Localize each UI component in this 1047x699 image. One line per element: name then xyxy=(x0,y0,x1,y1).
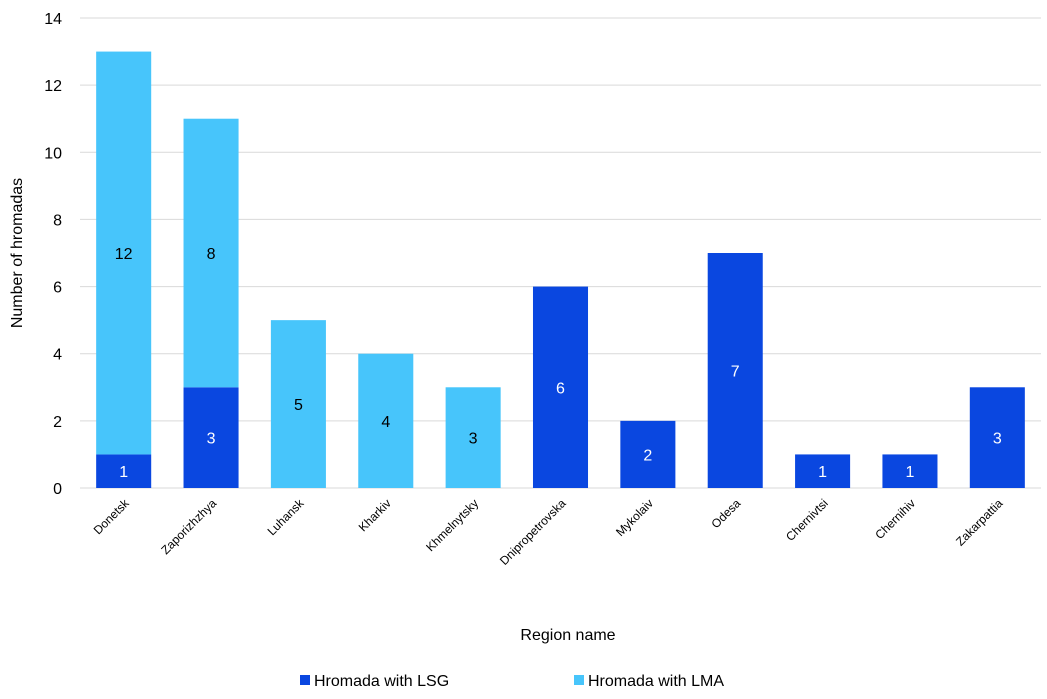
x-tick-label: Chernihiv xyxy=(872,496,918,542)
x-axis-title: Region name xyxy=(520,627,615,644)
data-label: 3 xyxy=(207,431,216,448)
bar-segment xyxy=(445,387,501,488)
data-label: 1 xyxy=(119,464,128,481)
legend-label: Hromada with LMA xyxy=(588,673,724,690)
data-label: 8 xyxy=(207,246,216,263)
data-label: 5 xyxy=(294,397,303,414)
bar-segment xyxy=(532,286,589,488)
x-tick-label: Odesa xyxy=(708,496,743,531)
y-axis-title: Number of hromadas xyxy=(9,178,26,328)
bar-segment xyxy=(183,387,239,488)
legend: Hromada with LSG Hromada with LMA xyxy=(300,673,724,690)
bar-segment xyxy=(270,320,326,488)
x-tick-label: Donetsk xyxy=(91,496,133,538)
x-tick-label: Chernivtsi xyxy=(783,496,831,544)
data-label: 6 xyxy=(556,380,565,397)
bar-segment xyxy=(358,353,414,488)
bar-segment xyxy=(795,454,851,488)
x-tick-label: Khmelnytsky xyxy=(423,496,481,554)
bar-segment xyxy=(620,420,676,488)
y-tick-label: 0 xyxy=(53,481,62,498)
legend-item: Hromada with LMA xyxy=(574,673,724,690)
data-label: 2 xyxy=(643,447,652,464)
x-axis-ticks: Donetsk Zaporizhzhya Luhansk Kharkiv Khmelny… xyxy=(91,496,1006,568)
legend-item: Hromada with LSG xyxy=(300,673,449,690)
y-tick-label: 8 xyxy=(53,212,62,229)
bar-segment xyxy=(96,51,152,455)
data-label: 7 xyxy=(731,364,740,381)
x-tick-label: Luhansk xyxy=(265,496,308,539)
x-tick-label: Kharkiv xyxy=(356,496,394,534)
x-tick-label: Dnipropetrovska xyxy=(497,496,569,568)
bar-segment xyxy=(96,454,152,488)
bars xyxy=(96,51,1025,488)
bar-segment xyxy=(969,387,1025,488)
data-label: 12 xyxy=(115,246,133,263)
data-label: 3 xyxy=(993,431,1002,448)
bar-segment xyxy=(183,118,239,388)
y-tick-label: 12 xyxy=(44,78,62,95)
legend-swatch xyxy=(300,675,310,685)
y-tick-label: 10 xyxy=(44,145,62,162)
y-tick-label: 2 xyxy=(53,414,62,431)
data-label: 4 xyxy=(381,414,390,431)
x-tick-label: Zakarpattia xyxy=(953,496,1006,549)
x-tick-label: Zaporizhzhya xyxy=(158,496,219,557)
y-tick-label: 4 xyxy=(53,347,62,364)
data-label: 3 xyxy=(469,431,478,448)
bar-segment xyxy=(882,454,938,488)
legend-label: Hromada with LSG xyxy=(314,673,449,690)
y-tick-label: 6 xyxy=(53,280,62,297)
bar-segment xyxy=(707,253,763,488)
data-label: 1 xyxy=(818,464,827,481)
data-label: 1 xyxy=(906,464,915,481)
y-axis-ticks: 0 2 4 6 8 10 12 14 xyxy=(44,11,62,498)
data-labels: 1 12 3 8 5 4 3 6 2 7 1 1 3 xyxy=(115,246,1002,481)
legend-swatch xyxy=(574,675,584,685)
y-tick-label: 14 xyxy=(44,11,62,28)
x-tick-label: Mykolaiv xyxy=(613,496,656,539)
